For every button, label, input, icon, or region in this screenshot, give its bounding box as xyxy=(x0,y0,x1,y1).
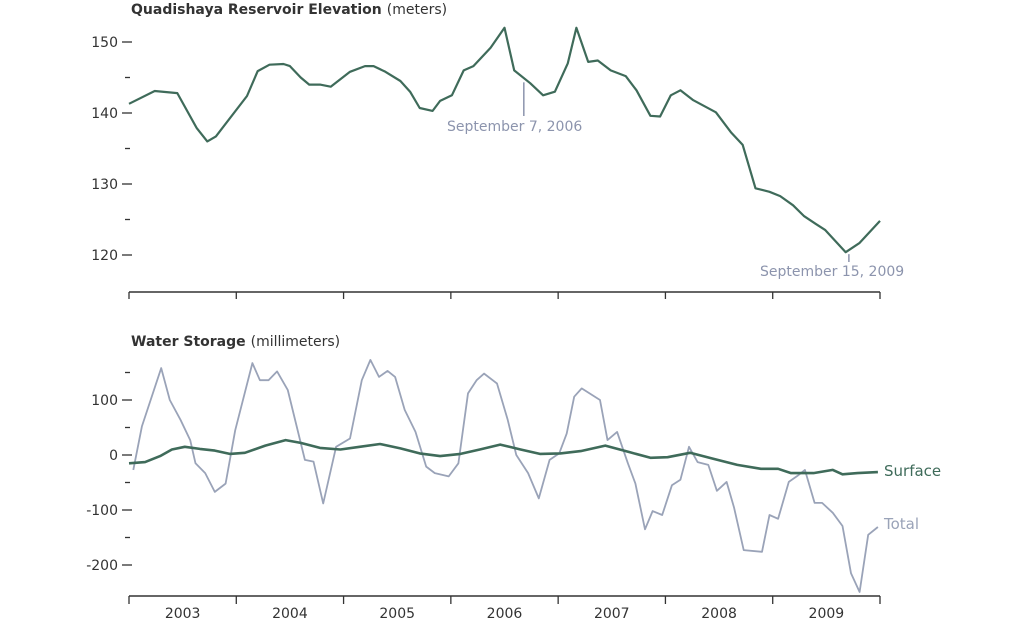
y-tick-label: -100 xyxy=(86,503,118,519)
y-tick-label: 150 xyxy=(91,35,118,51)
y-tick-label: 120 xyxy=(91,248,118,264)
elevation-line xyxy=(128,26,881,254)
y-tick-label: 140 xyxy=(91,106,118,122)
x-tick-label: 2007 xyxy=(594,606,630,620)
bottom-chart-title: Water Storage (millimeters) xyxy=(131,334,340,350)
elevation-plot: 120 130 140 150 xyxy=(91,26,881,299)
x-tick-label: 2008 xyxy=(701,606,737,620)
x-tick-label: 2009 xyxy=(809,606,845,620)
annotation-label-sep-2009: September 15, 2009 xyxy=(760,264,904,280)
x-tick-label: 2005 xyxy=(379,606,415,620)
x-tick-label: 2006 xyxy=(487,606,523,620)
legend-label-total: Total xyxy=(883,515,919,533)
total-line xyxy=(132,359,879,593)
annotation-label-sep-2006: September 7, 2006 xyxy=(447,119,582,135)
surface-line xyxy=(128,438,878,476)
top-chart-title: Quadishaya Reservoir Elevation (meters) xyxy=(131,2,447,18)
water-storage-plot: 100 0 -100 -200 2003 2004 2005 2006 2007 2008 2009 xyxy=(86,359,881,620)
y-tick-label: 0 xyxy=(109,448,118,464)
y-tick-label: 130 xyxy=(91,177,118,193)
x-tick-label: 2004 xyxy=(272,606,308,620)
legend-label-surface: Surface xyxy=(884,462,941,480)
y-tick-label: 100 xyxy=(91,393,118,409)
y-tick-label: -200 xyxy=(86,558,118,574)
x-tick-label: 2003 xyxy=(165,606,201,620)
